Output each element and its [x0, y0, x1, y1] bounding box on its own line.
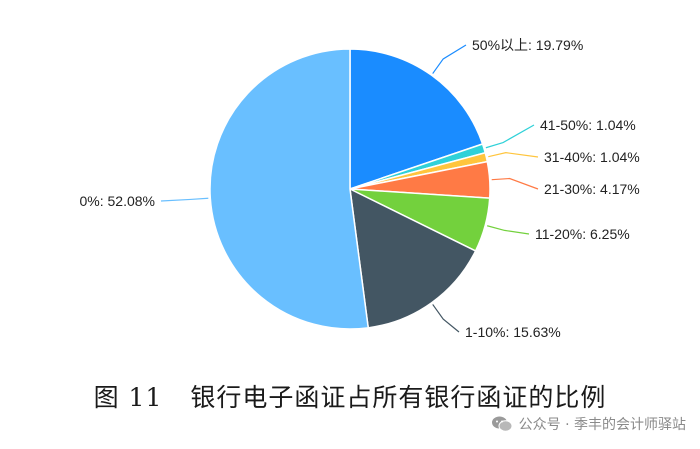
pie-slice: [349, 187, 477, 329]
slice-label: 41-50%: 1.04%: [540, 117, 636, 133]
leader-line: [488, 152, 539, 158]
pie-slices: [209, 48, 491, 330]
leader-line: [491, 177, 539, 190]
figure-title: 银行电子函证占所有银行函证的比例: [190, 383, 607, 412]
leader-line: [487, 225, 530, 235]
slice-label: 21-30%: 4.17%: [544, 181, 640, 197]
slice-label: 1-10%: 15.63%: [465, 324, 561, 340]
figure-number: 图 11: [93, 383, 163, 412]
wechat-icon: [491, 416, 513, 432]
leader-line: [485, 124, 535, 149]
pie-slice: [349, 48, 484, 191]
pie-chart: 50%以上: 19.79% 41-50%: 1.04% 31-40%: 1.04% 2…: [80, 37, 640, 340]
slice-label: 31-40%: 1.04%: [544, 149, 640, 165]
slice-label: 11-20%: 6.25%: [535, 226, 630, 242]
pie-labels: 50%以上: 19.79% 41-50%: 1.04% 31-40%: 1.04% 2…: [80, 37, 640, 340]
pie-slice: [209, 48, 370, 330]
watermark: 公众号 · 季丰的会计师驿站: [491, 413, 686, 435]
figure-caption: 图 11 银行电子函证占所有银行函证的比例: [0, 378, 700, 414]
watermark-text: 公众号 · 季丰的会计师驿站: [518, 417, 686, 433]
leader-line: [160, 197, 209, 202]
leader-line: [432, 44, 467, 74]
leader-line: [432, 304, 460, 333]
slice-label: 0%: 52.08%: [80, 193, 156, 209]
slice-label: 50%以上: 19.79%: [472, 37, 583, 53]
